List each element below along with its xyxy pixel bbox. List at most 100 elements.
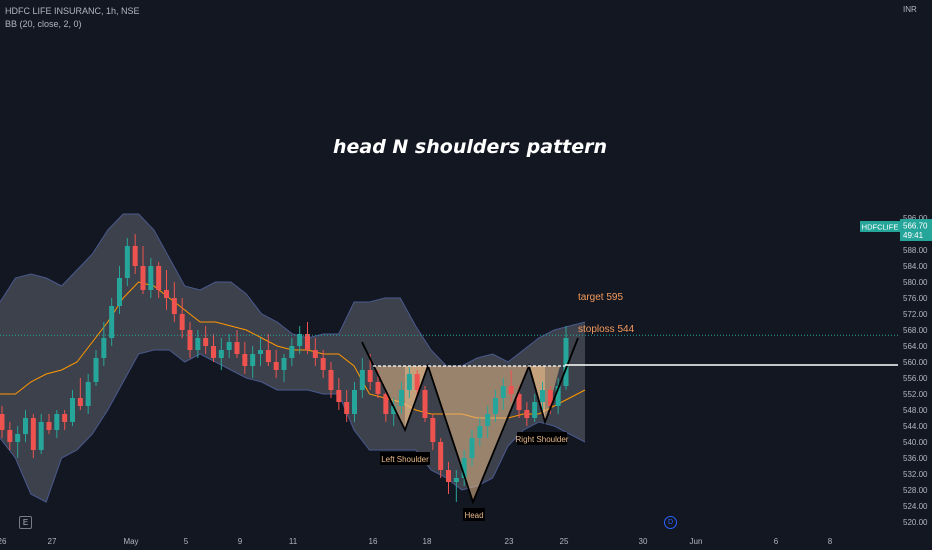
chart-title: head N shoulders pattern <box>333 136 607 158</box>
candle-down <box>273 362 279 370</box>
candle-up <box>23 418 28 434</box>
candle-down <box>187 330 193 350</box>
time-tick-label: 6 <box>774 537 779 546</box>
time-axis[interactable]: 26 27 May 5 9 11 16 18 23 25 30 Jun 6 8 <box>0 537 833 546</box>
candle-down <box>438 442 444 470</box>
candle-down <box>140 266 146 290</box>
price-tick-label: 544.00 <box>903 422 928 431</box>
time-tick-label: 16 <box>369 537 378 546</box>
candle-up <box>258 350 263 354</box>
candle-down <box>171 298 177 314</box>
target-label: target 595 <box>578 292 623 303</box>
candle-up <box>461 458 467 478</box>
chart-legend: HDFC LIFE INSURANC, 1h, NSE BB (20, clos… <box>5 5 140 31</box>
time-tick-label: 18 <box>423 537 432 546</box>
candle-up <box>281 358 287 370</box>
dividend-marker[interactable]: D <box>664 516 677 529</box>
head-label-box <box>463 508 485 521</box>
time-tick-label: 9 <box>238 537 243 546</box>
time-tick-label: Jun <box>690 537 703 546</box>
candle-up <box>406 374 412 390</box>
right-shoulder-label-box <box>517 432 567 445</box>
candle-up <box>117 278 122 306</box>
candle-up <box>352 390 357 414</box>
candle-down <box>344 402 350 414</box>
candle-up <box>109 306 115 338</box>
ticker-badge <box>860 221 900 232</box>
candle-down <box>367 370 373 382</box>
time-tick-label: 5 <box>184 537 189 546</box>
time-tick-label: 30 <box>639 537 648 546</box>
candle-down <box>320 358 326 370</box>
candle-up <box>15 434 21 442</box>
candle-down <box>62 414 68 422</box>
candle-down <box>77 398 83 406</box>
candle-down <box>508 386 514 394</box>
left-shoulder-label: Left Shoulder <box>380 452 430 465</box>
bollinger-lower-line <box>0 349 586 503</box>
candle-down <box>156 266 162 290</box>
candle-up <box>148 266 154 290</box>
left-shoulder-label-box <box>380 452 430 465</box>
candle-down <box>132 246 138 266</box>
time-tick-label: 8 <box>828 537 833 546</box>
currency-label: INR <box>903 5 917 14</box>
price-tick-label: 532.00 <box>903 470 928 479</box>
candle-down <box>547 390 553 406</box>
candle-down <box>164 290 169 298</box>
candle-down <box>242 354 248 366</box>
time-tick-label: 25 <box>560 537 569 546</box>
price-tick-label: 536.00 <box>903 454 928 463</box>
candle-up <box>485 414 491 426</box>
price-tick-label: 588.00 <box>903 246 928 255</box>
price-tick-label: 540.00 <box>903 438 928 447</box>
candle-down <box>0 414 5 430</box>
time-tick-label: 26 <box>0 537 7 546</box>
indicator-label[interactable]: BB (20, close, 2, 0) <box>5 19 82 29</box>
candle-up <box>399 390 404 406</box>
candle-down <box>375 382 381 394</box>
candle-up <box>101 338 107 358</box>
candle-down <box>414 374 420 390</box>
candle-up <box>532 402 538 418</box>
price-tick-label: 556.00 <box>903 374 928 383</box>
candle-down <box>203 338 209 346</box>
candle-up <box>195 338 201 350</box>
bollinger-upper-line <box>0 213 586 367</box>
price-tick-label: 580.00 <box>903 278 928 287</box>
events-button[interactable]: E <box>19 516 32 529</box>
candle-down <box>234 342 240 354</box>
candle-up <box>359 370 365 390</box>
price-axis[interactable]: 520.00 524.00 528.00 532.00 536.00 540.00 544.… <box>903 214 928 527</box>
candle-down <box>446 470 451 482</box>
candle-up <box>289 346 295 358</box>
candle-up <box>469 438 475 458</box>
price-tick-label: 528.00 <box>903 486 928 495</box>
candle-up <box>70 398 75 422</box>
last-price: 566.70 <box>903 222 928 231</box>
time-tick-label: May <box>123 537 138 546</box>
candle-up <box>93 358 99 382</box>
bar-countdown: 49:41 <box>903 231 924 240</box>
price-badge: HDFCLIFE 566.70 49:41 <box>860 219 932 241</box>
last-price-badge <box>900 219 932 241</box>
candle-up <box>218 350 224 358</box>
time-tick-label: 23 <box>505 537 514 546</box>
candle-up <box>493 398 498 414</box>
candle-up <box>453 478 459 482</box>
price-tick-label: 596.00 <box>903 214 928 223</box>
right-shoulder-label-text: Right Shoulder <box>516 435 569 444</box>
candle-down <box>422 390 428 418</box>
candle-down <box>305 334 310 350</box>
candle-up <box>540 390 545 402</box>
head-label-text: Head <box>464 511 483 520</box>
price-tick-label: 572.00 <box>903 310 928 319</box>
price-tick-label: 548.00 <box>903 406 928 415</box>
candle-down <box>265 350 271 362</box>
candle-up <box>477 426 483 438</box>
time-tick-label: 27 <box>48 537 57 546</box>
candle-down <box>336 390 342 402</box>
candle-down <box>46 422 52 430</box>
symbol-title[interactable]: HDFC LIFE INSURANC, 1h, NSE <box>5 6 140 16</box>
